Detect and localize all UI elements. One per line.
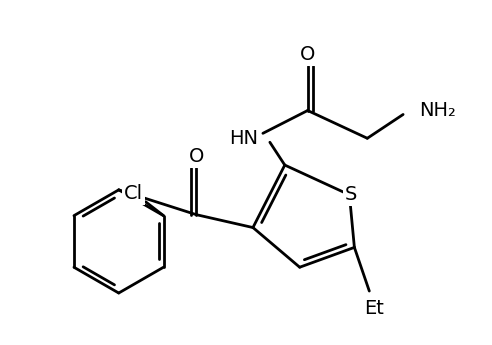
Text: HN: HN [229,129,258,148]
Text: Et: Et [365,299,384,318]
Text: O: O [188,147,204,166]
Text: Cl: Cl [124,184,143,203]
Text: NH₂: NH₂ [419,101,456,120]
Text: S: S [345,185,358,204]
Text: O: O [300,45,315,64]
